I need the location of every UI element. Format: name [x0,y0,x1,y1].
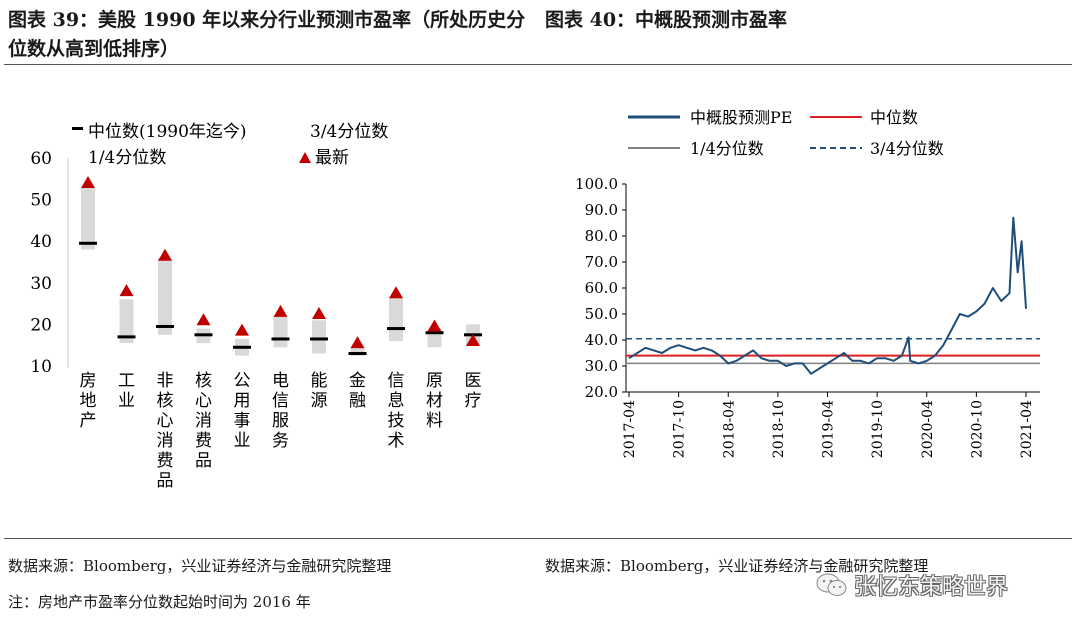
quartile-range-bar [312,320,326,354]
category-label: 非核心消费品 [157,371,174,491]
legend-pe-label: 中概股预测PE [690,108,792,127]
china-concept-pe-line-chart: 中概股预测PE 中位数 1/4分位数 3/4分位数 100.0 90.0 80.0 7… [575,108,1040,458]
quartile-range-bar [81,187,95,250]
latest-marker [427,319,442,332]
category-label: 工业 [118,371,135,411]
left-chart-title: 图表 39：美股 1990 年以来分行业预测市盈率（所处历史分位数从高到低排序） [8,9,526,60]
category-label: 电信服务 [272,371,289,451]
left-ytick-label: 10 [30,357,52,377]
latest-marker [235,323,249,336]
quartile-range-bar [273,316,288,348]
latest-marker [158,248,172,261]
right-ytick-label: 30.0 [585,357,618,375]
quartile-range-bar [350,347,365,356]
category-label: 原材料 [426,371,443,431]
right-xtick-label: 2020-10 [969,400,985,458]
right-xtick-label: 2020-04 [920,400,936,458]
sector-pe-range-chart: 中位数(1990年迄今) 3/4分位数 1/4分位数 最新 10 20 30 40 50… [30,122,482,491]
category-label: 金融 [349,371,366,411]
left-source: 数据来源：Bloomberg，兴业证券经济与金融研究院整理 [8,557,392,575]
legend-q1-line-label: 1/4分位数 [690,139,764,158]
watermark-text: 张忆东策略世界 [854,575,1009,600]
median-mark [425,331,444,335]
latest-marker [389,286,403,299]
median-mark [271,337,290,341]
category-label: 核心消费品 [195,371,212,471]
left-ytick-label: 20 [30,315,52,335]
right-xtick-label: 2017-04 [622,400,638,458]
median-mark [348,352,367,356]
right-xtick-label: 2018-04 [721,400,737,458]
left-ytick-label: 40 [30,232,52,252]
right-xtick-label: 2018-10 [771,400,787,458]
right-xtick-label: 2019-10 [870,400,886,458]
right-ytick-label: 70.0 [585,253,618,271]
category-label: 信息技术 [388,371,405,451]
legend-median-swatch [72,127,83,130]
latest-marker [466,334,480,347]
quartile-range-bar [119,299,134,344]
category-label: 公用事业 [234,371,251,451]
quartile-range-bar [389,297,403,342]
median-mark [194,333,213,337]
right-ytick-label: 100.0 [575,175,618,193]
right-ytick-label: 50.0 [585,305,618,323]
top-rule [4,64,1072,65]
median-mark [233,345,251,349]
latest-marker [312,307,326,319]
left-ytick-label: 60 [30,149,52,169]
right-ytick-label: 80.0 [585,227,618,245]
median-mark [387,327,405,331]
median-mark [310,337,328,341]
pe-series-line [628,216,1027,375]
latest-marker [81,175,95,188]
right-ytick-label: 60.0 [585,279,618,297]
right-xtick-label: 2021-04 [1019,400,1035,458]
right-legend: 中概股预测PE 中位数 1/4分位数 3/4分位数 [628,108,944,158]
wechat-icon [816,573,847,596]
legend-q1-label: 1/4分位数 [88,148,166,168]
legend-latest-marker [299,152,311,163]
left-ytick-label: 50 [30,191,52,211]
bottom-rule [4,538,1072,539]
latest-marker [273,304,288,317]
latest-marker [196,313,211,326]
right-ytick-label: 40.0 [585,331,618,349]
legend-q3-line-label: 3/4分位数 [870,139,944,158]
legend-latest-label: 最新 [315,148,349,168]
category-label: 能源 [311,371,328,411]
category-label: 医疗 [465,371,482,411]
legend-median-line-label: 中位数 [870,108,918,127]
latest-marker [119,284,134,297]
watermark: 张忆东策略世界 [816,568,1066,602]
right-ytick-label: 90.0 [585,201,618,219]
median-mark [117,335,136,339]
legend-median-label: 中位数(1990年迄今) [88,122,247,142]
right-ytick-label: 20.0 [585,383,618,401]
left-legend: 中位数(1990年迄今) 3/4分位数 1/4分位数 最新 [72,122,388,168]
left-ytick-label: 30 [30,274,52,294]
right-source: 数据来源：Bloomberg，兴业证券经济与金融研究院整理 [545,557,929,575]
right-xtick-label: 2017-10 [672,400,688,458]
footnote: 注：房地产市盈率分位数起始时间为 2016 年 [8,593,311,611]
median-mark [79,241,97,245]
right-chart-title: 图表 40：中概股预测市盈率 [545,9,788,31]
latest-marker [350,336,365,349]
right-xtick-label: 2019-04 [821,400,837,458]
category-label: 房地产 [80,371,97,431]
legend-q3-label: 3/4分位数 [310,122,388,142]
median-mark [156,324,174,328]
quartile-range-bar [158,257,172,335]
